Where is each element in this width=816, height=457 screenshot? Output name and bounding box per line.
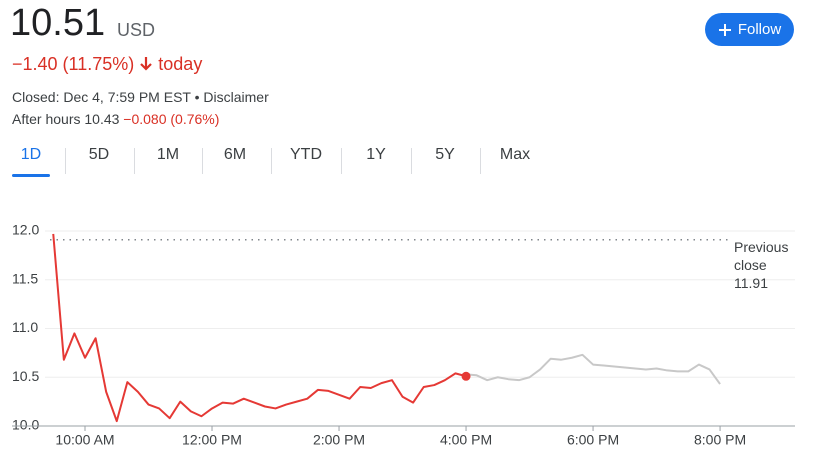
tab-separator (341, 148, 342, 174)
current-price-dot (461, 371, 471, 381)
y-tick-label: 10.0 (12, 417, 39, 433)
plus-icon (718, 23, 731, 36)
tab-separator (480, 148, 481, 174)
price-change: −1.40 (11.75%) today (12, 54, 202, 75)
range-tab[interactable]: YTD (290, 146, 322, 163)
after-hours-change: −0.080 (0.76%) (123, 111, 220, 127)
tab-separator (133, 148, 135, 174)
tab-separator (410, 148, 412, 174)
range-tab[interactable]: 1Y (366, 146, 386, 163)
disclaimer-link[interactable]: Disclaimer (203, 89, 269, 105)
follow-button[interactable]: Follow (705, 13, 794, 46)
range-tab[interactable]: 6M (223, 146, 247, 163)
x-tick-label: 10:00 AM (55, 432, 114, 448)
previous-close-text: Previous close (734, 239, 789, 273)
x-tick-label: 2:00 PM (313, 432, 365, 448)
x-tick-label: 6:00 PM (567, 432, 619, 448)
tab-separator (201, 148, 203, 174)
y-tick-label: 12.0 (12, 222, 39, 238)
down-arrow (140, 57, 153, 71)
price: 10.51 (10, 2, 106, 44)
range-tab[interactable]: 5D (88, 146, 110, 163)
active-tab-indicator (12, 174, 50, 177)
x-tick-label: 8:00 PM (694, 432, 746, 448)
range-tab[interactable]: 1D (20, 146, 42, 163)
y-tick-label: 10.5 (12, 368, 39, 384)
x-tick-label: 4:00 PM (440, 432, 492, 448)
closed-text: Closed: Dec 4, 7:59 PM EST (12, 89, 191, 105)
follow-label: Follow (737, 21, 782, 38)
after-hours-line: After hours 10.43 −0.080 (0.76%) (12, 111, 219, 127)
range-tab[interactable]: 1M (156, 146, 180, 163)
closed-line: Closed: Dec 4, 7:59 PM EST • Disclaimer (12, 89, 269, 105)
price-line (52, 233, 467, 423)
price-line (465, 353, 721, 385)
separator: • (194, 89, 200, 105)
range-tab[interactable]: 5Y (435, 146, 455, 163)
y-tick-label: 11.5 (12, 270, 38, 286)
previous-close-value: 11.91 (734, 275, 768, 291)
x-tick-label: 12:00 PM (182, 432, 242, 448)
range-tab[interactable]: Max (499, 146, 531, 163)
after-hours-price: After hours 10.43 (12, 111, 120, 127)
tab-separator (65, 148, 66, 174)
currency: USD (117, 20, 156, 40)
change-value: −1.40 (11.75%) (12, 54, 135, 74)
tab-separator (270, 148, 272, 174)
previous-close-label: Previous close 11.91 (734, 238, 804, 292)
y-tick-label: 11.0 (12, 319, 38, 335)
change-period: today (158, 54, 203, 74)
